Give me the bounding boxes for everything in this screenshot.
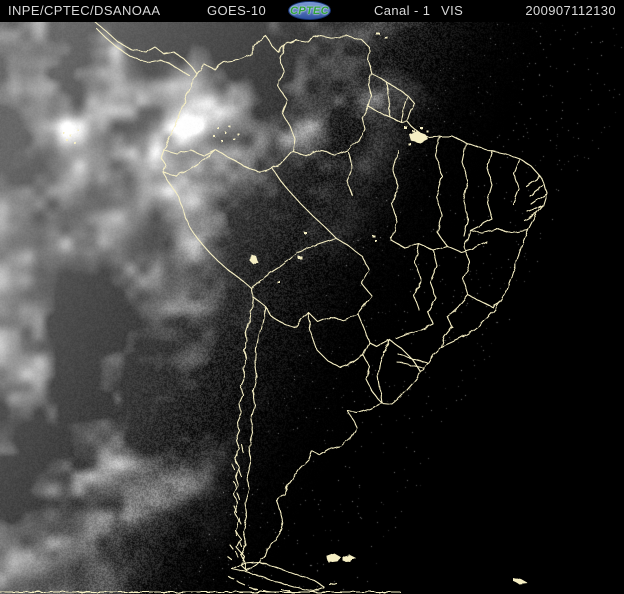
cptec-logo: CPTEC [288, 1, 331, 20]
noaa-label: NOAA [122, 3, 160, 18]
source-label: INPE/CPTEC/DSA [8, 3, 122, 18]
satellite-product-viewer: INPE/CPTEC/DSA NOAA GOES-10 CPTEC Canal … [0, 0, 624, 594]
header-bar: INPE/CPTEC/DSA NOAA GOES-10 CPTEC Canal … [0, 0, 624, 22]
satellite-label: GOES-10 [207, 3, 266, 18]
channel-label: Canal - 1 [374, 3, 430, 18]
band-label: VIS [441, 3, 463, 18]
cptec-logo-text: CPTEC [290, 5, 329, 17]
satellite-image [0, 22, 624, 594]
timestamp-label: 200907112130 [525, 3, 616, 18]
